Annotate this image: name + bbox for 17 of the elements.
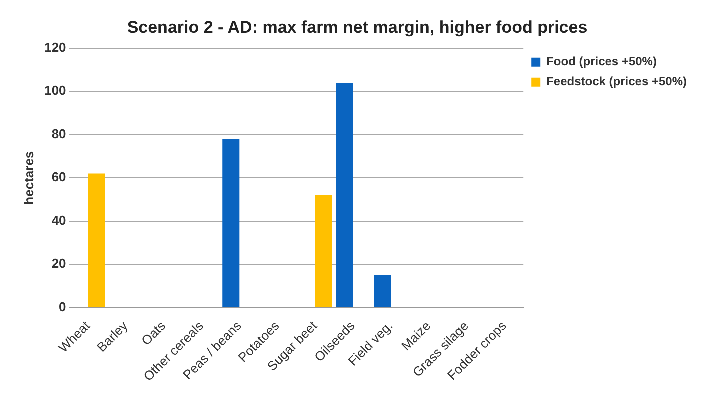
y-tick-label: 80	[52, 126, 66, 142]
bar	[88, 174, 106, 308]
legend-label: Food (prices +50%)	[546, 54, 657, 69]
y-tick-label: 40	[52, 212, 66, 228]
legend-label: Feedstock (prices +50%)	[546, 74, 688, 89]
y-tick-label: 20	[52, 256, 66, 272]
bar	[374, 275, 392, 308]
y-tick-label: 60	[52, 170, 66, 185]
y-tick-label: 120	[44, 40, 66, 55]
bar	[315, 195, 332, 308]
x-tick-label: Oats	[138, 318, 169, 348]
y-axis-title: hectares	[21, 151, 36, 205]
y-tick-label: 0	[59, 299, 66, 314]
bar	[336, 82, 354, 308]
y-tick-label: 100	[44, 83, 66, 98]
bar	[222, 139, 240, 308]
chart-title: Scenario 2 - AD: max farm net margin, higher food prices	[127, 18, 588, 37]
